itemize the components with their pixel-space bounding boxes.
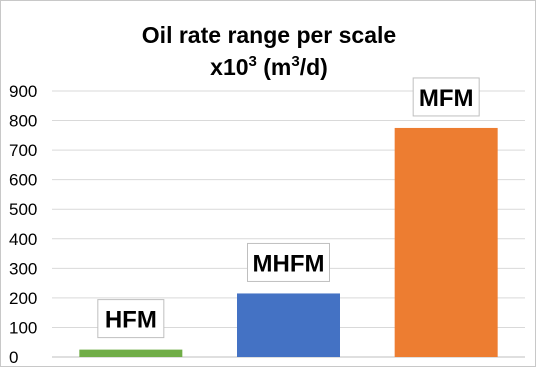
bars [79,127,498,357]
y-tick-label: 600 [9,171,37,190]
y-tick-label: 0 [9,348,18,367]
bar-label-box [412,77,480,117]
subtitle-unit-exponent: 3 [291,53,299,70]
y-tick-label: 800 [9,112,37,131]
subtitle-prefix: x10 [210,54,248,80]
subtitle-unit-open: (m [257,54,292,80]
chart-subtitle: x103 (m3/d) [210,53,328,80]
bar-label-mhfm: MHFM [247,242,330,282]
y-tick-label: 300 [9,259,37,278]
bar-hfm [79,349,183,357]
y-axis-tick-labels: 0 100 200 300 400 500 600 700 800 900 [9,82,37,367]
y-tick-label: 200 [9,289,37,308]
subtitle-unit-close: /d) [300,54,328,80]
bar-labels: HFM MHFM MFM [97,77,480,339]
bar-label-mfm: MFM [412,77,480,117]
bar-mfm [394,127,498,357]
y-tick-label: 400 [9,230,37,249]
bar-label-text: MHFM [253,250,325,277]
bar-label-hfm: HFM [97,299,165,339]
bar-label-box [97,299,165,339]
y-tick-label: 100 [9,318,37,337]
y-tick-label: 500 [9,200,37,219]
subtitle-exponent: 3 [249,53,257,70]
bar-mhfm [237,293,340,357]
bar-label-box [247,242,330,282]
bar-label-text: HFM [105,307,157,334]
chart-title: Oil rate range per scale [142,22,396,48]
y-tick-label: 900 [9,82,37,101]
y-tick-label: 700 [9,141,37,160]
bar-label-text: MFM [419,85,474,112]
